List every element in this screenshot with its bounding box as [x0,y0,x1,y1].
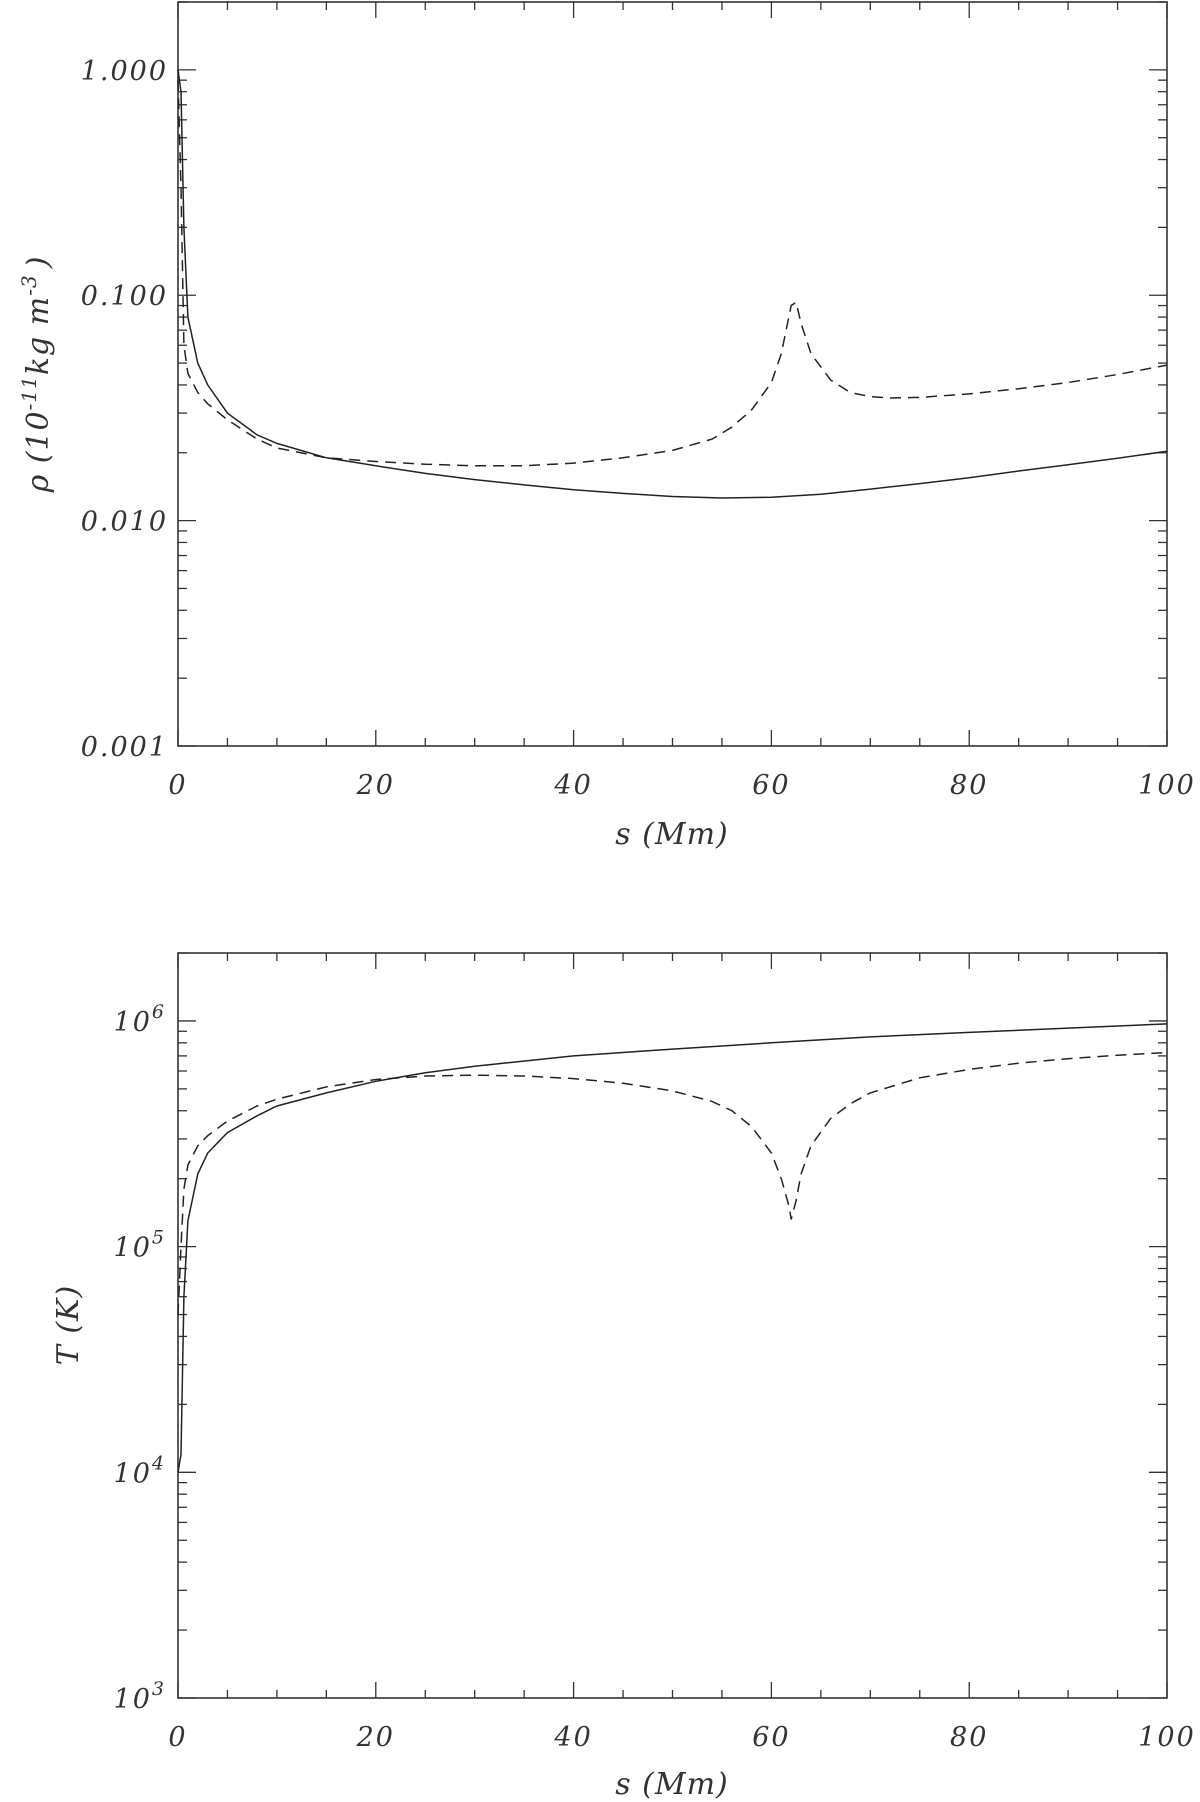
temperature-y-axis-title: T (K) [51,1285,86,1365]
density-y-tick-label: 0.100 [81,281,168,312]
temperature-x-axis-title: s (Mm) [615,1767,729,1802]
density-y-title-symbol: ρ (10 [21,410,56,493]
density-y-tick-label: 0.010 [81,507,168,538]
density-x-tick-label: 40 [553,770,592,801]
density-x-tick-label: 80 [950,770,988,801]
temperature-x-tick-label: 60 [752,1722,790,1753]
temperature-series-dashed-line [177,1051,1168,1315]
density-x-tick-label: 100 [1138,770,1196,801]
temperature-series-solid-line [177,1023,1168,1473]
density-y-title-close: ) [21,256,56,270]
temperature-x-tick-label: 40 [553,1722,592,1753]
density-y-title-exponent-1: -11 [17,375,41,410]
temperature-plot-frame [177,952,1168,1699]
temperature-y-tick-label: 106 [114,1001,166,1038]
temperature-y-tick-label: 104 [114,1452,166,1489]
density-y-tick-label: 1.000 [81,56,168,87]
density-x-tick-label: 0 [168,770,187,801]
density-x-tick-label: 20 [356,770,395,801]
density-series-dashed-line [177,80,1168,467]
density-y-axis-title: ρ (10-11kg m-3) [17,256,56,494]
density-x-axis-title: s (Mm) [615,817,729,852]
density-y-title-unit: kg m [21,296,56,375]
temperature-x-tick-label: 100 [1138,1722,1196,1753]
temperature-y-tick-label: 103 [114,1678,166,1715]
density-series-solid-line [177,69,1168,499]
density-y-tick-label: 0.001 [81,732,168,763]
density-plot-frame [177,1,1168,747]
temperature-x-tick-label: 20 [356,1722,395,1753]
temperature-y-tick-label: 105 [114,1227,166,1264]
temperature-panel: 0 20 40 60 80 100 103 104 105 106 s (Mm) T (K) [51,952,1196,1802]
density-y-title-exponent-2: -3 [17,274,41,295]
density-x-tick-label: 60 [752,770,790,801]
temperature-x-tick-label: 80 [950,1722,988,1753]
temperature-x-tick-label: 0 [168,1722,187,1753]
